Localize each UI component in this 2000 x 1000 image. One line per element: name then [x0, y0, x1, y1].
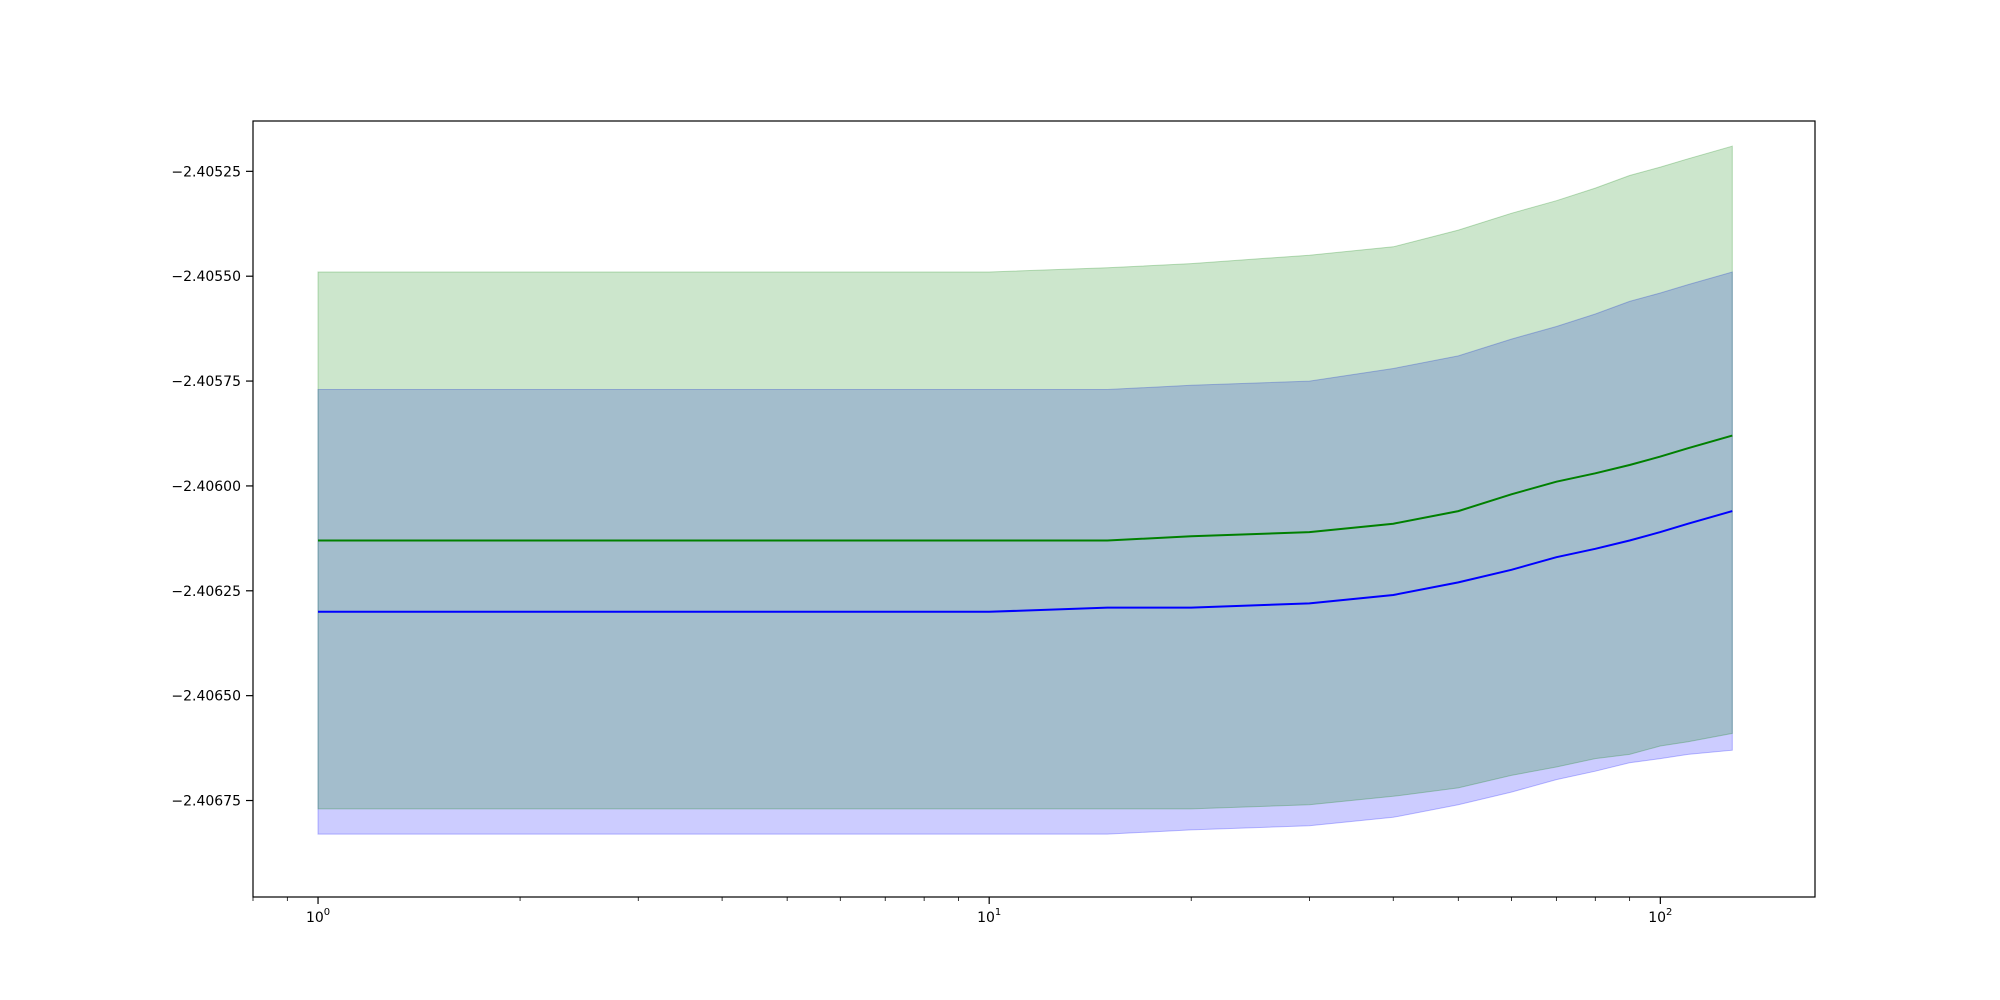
y-tick-label: −2.40625: [171, 584, 241, 600]
y-tick-label: −2.40525: [171, 164, 241, 180]
y-axis: −2.40525 −2.40550 −2.40575 −2.40600 −2.40625…: [171, 164, 253, 810]
y-tick-label: −2.40600: [171, 479, 241, 495]
x-tick-label-exponent: 2: [1666, 907, 1672, 918]
mean-line-2: [318, 434, 1733, 542]
y-tick-label: −2.40675: [171, 794, 241, 810]
x-axis: 100 101 102: [252, 897, 1672, 926]
x-tick-label-base: 10: [306, 910, 324, 926]
x-tick-label-base: 10: [977, 910, 995, 926]
confidence-band-2: [317, 145, 1733, 810]
y-tick-label: −2.40550: [171, 269, 241, 285]
x-tick-label: 101: [977, 907, 1001, 926]
x-tick-label: 100: [306, 907, 330, 926]
confidence-band-1: [317, 271, 1733, 835]
x-tick-label-exponent: 1: [995, 907, 1001, 918]
confidence-bands: [317, 145, 1733, 835]
mean-line-1: [318, 510, 1733, 613]
plot-frame: [252, 120, 1816, 898]
x-tick-label: 102: [1648, 907, 1672, 926]
y-tick-label: −2.40650: [171, 689, 241, 705]
x-tick-label-exponent: 0: [324, 907, 330, 918]
y-tick-label: −2.40575: [171, 374, 241, 390]
series-lines: [318, 434, 1733, 613]
x-tick-label-base: 10: [1648, 910, 1666, 926]
